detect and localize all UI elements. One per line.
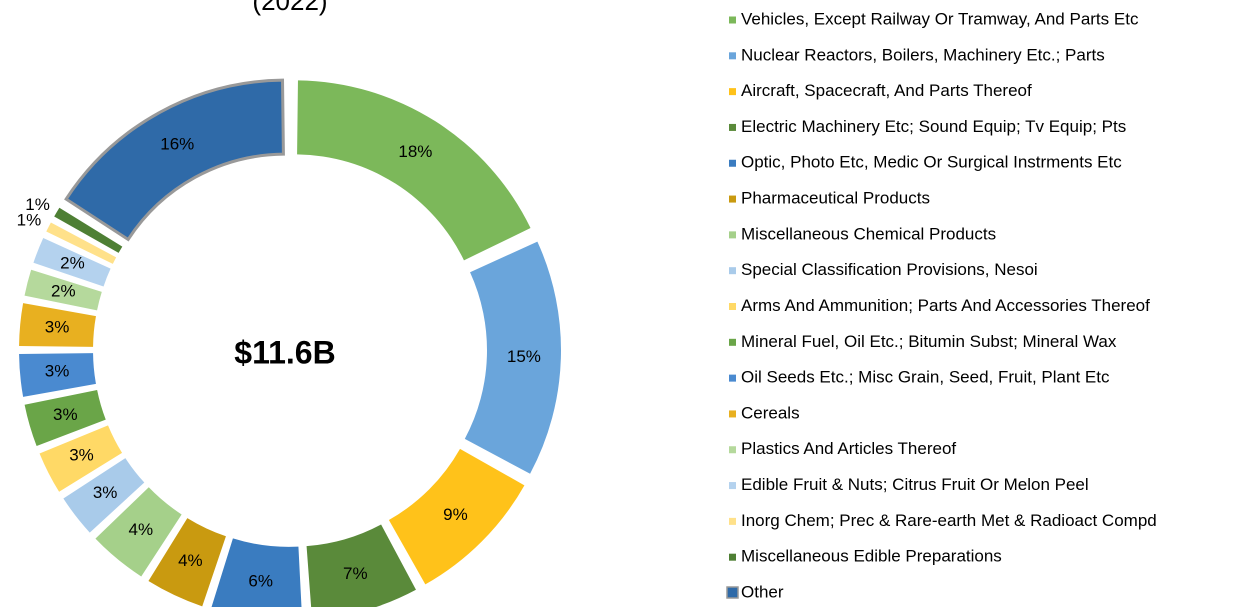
donut-slice	[63, 458, 145, 533]
legend-swatch	[729, 482, 736, 490]
data-label: 3%	[53, 405, 78, 424]
center-label: $11.6B	[234, 334, 335, 370]
data-label: 3%	[69, 446, 94, 465]
legend-swatch	[729, 303, 736, 310]
donut-slice	[24, 389, 106, 447]
legend-label: Pharmaceutical Products	[741, 189, 930, 208]
donut-slice	[464, 241, 561, 474]
donut-slice	[95, 487, 182, 577]
legend-swatch	[729, 446, 736, 454]
legend-swatch	[729, 553, 736, 561]
legend-label: Plastics And Articles Thereof	[741, 439, 956, 458]
donut-slice	[39, 425, 123, 492]
legend-label: Special Classification Provisions, Nesoi	[741, 260, 1038, 279]
legend-swatch	[729, 374, 736, 382]
donut-slice	[148, 518, 226, 607]
data-label: 2%	[51, 281, 76, 300]
donut-slice	[297, 80, 531, 261]
legend-label: Nuclear Reactors, Boilers, Machinery Etc…	[741, 45, 1105, 64]
data-label: 9%	[443, 505, 468, 524]
legend-swatch	[729, 52, 736, 60]
legend-swatch	[729, 195, 736, 203]
data-label: 3%	[45, 362, 70, 381]
donut-slice	[19, 353, 96, 397]
legend-label: Mineral Fuel, Oil Etc.; Bitumin Subst; M…	[741, 332, 1117, 351]
data-label: 7%	[343, 564, 368, 583]
donut-slice	[46, 222, 117, 264]
legend-swatch	[729, 410, 736, 418]
data-label: 15%	[507, 347, 541, 366]
data-label: 18%	[398, 142, 432, 161]
data-label: 2%	[60, 253, 85, 272]
legend-swatch	[729, 88, 736, 96]
legend-label: Electric Machinery Etc; Sound Equip; Tv …	[741, 117, 1126, 136]
data-label: 3%	[93, 483, 118, 502]
donut-slice	[388, 448, 525, 585]
data-label: 16%	[160, 134, 194, 153]
legend-swatch	[726, 586, 739, 599]
legend-label: Miscellaneous Chemical Products	[741, 224, 996, 243]
legend-swatch	[729, 159, 736, 167]
data-label: 4%	[129, 520, 154, 539]
legend-swatch	[729, 16, 736, 24]
donut-slice	[64, 78, 285, 242]
legend-swatch	[729, 123, 736, 131]
donut-slice	[211, 538, 302, 607]
legend-label: Miscellaneous Edible Preparations	[741, 547, 1002, 566]
legend-label: Arms And Ammunition; Parts And Accessori…	[741, 296, 1150, 315]
legend-swatch	[729, 231, 736, 239]
donut-slice	[19, 303, 96, 347]
data-label: 1%	[25, 195, 50, 214]
legend-label: Optic, Photo Etc, Medic Or Surgical Inst…	[741, 153, 1122, 172]
chart-title: (2022)	[252, 0, 327, 16]
legend-label: Aircraft, Spacecraft, And Parts Thereof	[741, 81, 1032, 100]
donut-slice	[54, 207, 123, 253]
legend-swatch	[729, 267, 736, 275]
legend-label: Edible Fruit & Nuts; Citrus Fruit Or Mel…	[741, 475, 1089, 494]
data-label: 1%	[17, 211, 42, 230]
legend-label: Other	[741, 582, 784, 601]
data-label: 4%	[178, 551, 203, 570]
legend-swatch	[729, 517, 736, 525]
legend-label: Inorg Chem; Prec & Rare-earth Met & Radi…	[741, 511, 1157, 530]
donut-slice	[24, 269, 102, 311]
data-label: 3%	[45, 317, 70, 336]
legend-label: Cereals	[741, 403, 800, 422]
legend-label: Vehicles, Except Railway Or Tramway, And…	[741, 9, 1139, 28]
legend-swatch	[729, 338, 736, 346]
donut-slice	[33, 237, 111, 287]
donut-slice	[306, 524, 416, 607]
legend-label: Oil Seeds Etc.; Misc Grain, Seed, Fruit,…	[741, 368, 1110, 387]
data-label: 6%	[248, 572, 273, 591]
